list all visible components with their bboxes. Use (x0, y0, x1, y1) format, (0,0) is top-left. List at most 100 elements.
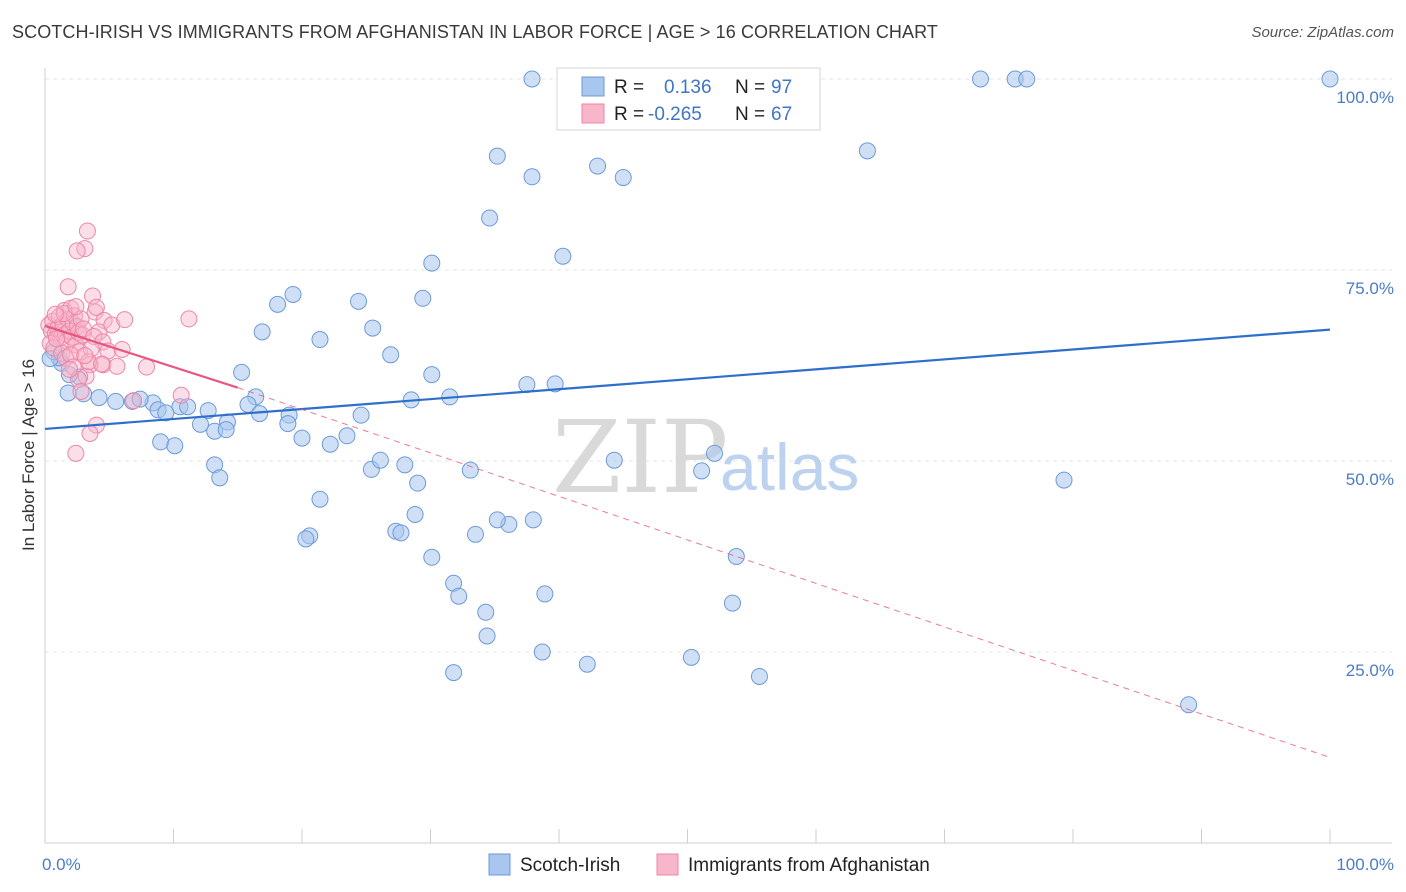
scotch-irish-point (311, 331, 329, 349)
scotch-irish-point (350, 292, 368, 310)
afghanistan-point (46, 305, 64, 323)
scotch-irish-point (233, 363, 251, 381)
scotch-irish-point (478, 627, 496, 645)
scotch-irish-point (1055, 471, 1073, 489)
scotch-irish-point (488, 511, 506, 529)
legend-n-value-scotch: 97 (771, 77, 792, 98)
scotch-irish-point (750, 667, 768, 685)
scotch-irish-point (414, 289, 432, 307)
scotch-irish-point (1180, 696, 1198, 714)
scotch-irish-point (297, 530, 315, 548)
scotch-irish-point (589, 157, 607, 175)
y-axis-label: In Labor Force | Age > 16 (19, 359, 38, 551)
scotch-irish-point (311, 490, 329, 508)
afghanistan-point (94, 356, 112, 374)
scotch-irish-point (533, 643, 551, 661)
afghanistan-trend-extension (237, 387, 1331, 758)
scotch-irish-point (191, 415, 209, 433)
x-tick-label-min: 0.0% (42, 855, 81, 874)
afghanistan-point (76, 347, 94, 365)
legend-r-value-afghan: -0.265 (648, 104, 702, 125)
scotch-irish-point (352, 406, 370, 424)
afghanistan-trend-line (44, 324, 239, 389)
afghanistan-point (67, 298, 85, 316)
afghanistan-point (72, 382, 90, 400)
afghanistan-point (116, 311, 134, 329)
bottom-legend-swatch-afghanistan (656, 853, 679, 876)
scotch-irish-point (445, 664, 463, 682)
afghanistan-point (68, 318, 86, 336)
scotch-irish-point (971, 70, 989, 88)
scotch-irish-point (461, 461, 479, 479)
y-tick-label-100: 100.0% (1336, 88, 1394, 107)
scotch-irish-point (371, 451, 389, 469)
scotch-irish-point (211, 469, 229, 487)
scotch-irish-point (382, 346, 400, 364)
scotch-irish-point (488, 147, 506, 165)
axes (44, 68, 1392, 844)
scotch-irish-point (364, 319, 382, 337)
scotch-irish-trend-line (44, 328, 1331, 431)
y-tick-label-50: 50.0% (1346, 470, 1394, 489)
afghanistan-point (87, 298, 105, 316)
scotch-irish-point (578, 655, 596, 673)
scotch-irish-point (284, 285, 302, 303)
chart-title: SCOTCH-IRISH VS IMMIGRANTS FROM AFGHANIS… (12, 22, 938, 42)
series-scotch-irish-points (41, 70, 1339, 714)
legend-swatch-afghanistan (581, 103, 605, 124)
scotch-irish-point (723, 594, 741, 612)
legend-n-label-scotch: N = (735, 77, 765, 98)
scotch-irish-point (481, 209, 499, 227)
legend-n-value-afghan: 67 (771, 104, 792, 125)
scotch-irish-point (605, 451, 623, 469)
afghanistan-point (81, 424, 99, 442)
grid-lines (45, 78, 1392, 653)
scotch-irish-point (705, 444, 723, 462)
scotch-irish-point (60, 366, 78, 384)
scotch-irish-point (1018, 70, 1036, 88)
scotch-irish-point (727, 548, 745, 565)
scotch-irish-point (90, 389, 108, 407)
trend-lines (44, 324, 1331, 758)
afghanistan-point (78, 222, 96, 240)
scotch-irish-point (554, 247, 572, 265)
afghanistan-point (172, 386, 190, 404)
scotch-irish-point (217, 421, 235, 439)
scotch-irish-point (423, 254, 441, 272)
scotch-irish-point (423, 548, 441, 566)
afghanistan-point (125, 392, 143, 410)
scotch-irish-point (293, 429, 311, 447)
afghanistan-point (59, 278, 77, 296)
afghanistan-point (48, 330, 66, 348)
series-afghanistan-points (40, 222, 198, 462)
afghanistan-point (93, 355, 111, 373)
scotch-irish-point (107, 392, 125, 410)
scotch-irish-point (392, 524, 410, 542)
afghanistan-point (138, 358, 156, 376)
scotch-irish-point (693, 462, 711, 480)
y-tick-label-75: 75.0% (1346, 279, 1394, 298)
scotch-irish-point (1321, 70, 1339, 88)
scotch-irish-point (409, 474, 427, 492)
legend-swatch-scotch-irish (581, 76, 605, 97)
legend-r-value-scotch: 0.136 (664, 77, 712, 98)
scotch-irish-point (253, 323, 271, 341)
scotch-irish-point (199, 402, 217, 420)
watermark-atlas: atlas (720, 430, 859, 504)
bottom-legend-label-scotch-irish: Scotch-Irish (520, 855, 620, 876)
afghanistan-point (68, 242, 86, 260)
scotch-irish-point (450, 587, 468, 605)
bottom-legend-swatch-scotch-irish (488, 853, 511, 876)
scotch-irish-point (321, 435, 339, 453)
afghanistan-point (180, 310, 198, 328)
scotch-irish-point (166, 437, 184, 455)
scotch-irish-point (269, 295, 287, 313)
scotch-irish-point (858, 142, 876, 160)
afghanistan-point (67, 444, 85, 462)
scotch-irish-point (466, 525, 484, 543)
legend-r-label-scotch: R = (614, 77, 644, 98)
scotch-irish-point (524, 511, 542, 529)
scotch-irish-point (477, 603, 495, 621)
scotch-irish-point (523, 70, 541, 88)
